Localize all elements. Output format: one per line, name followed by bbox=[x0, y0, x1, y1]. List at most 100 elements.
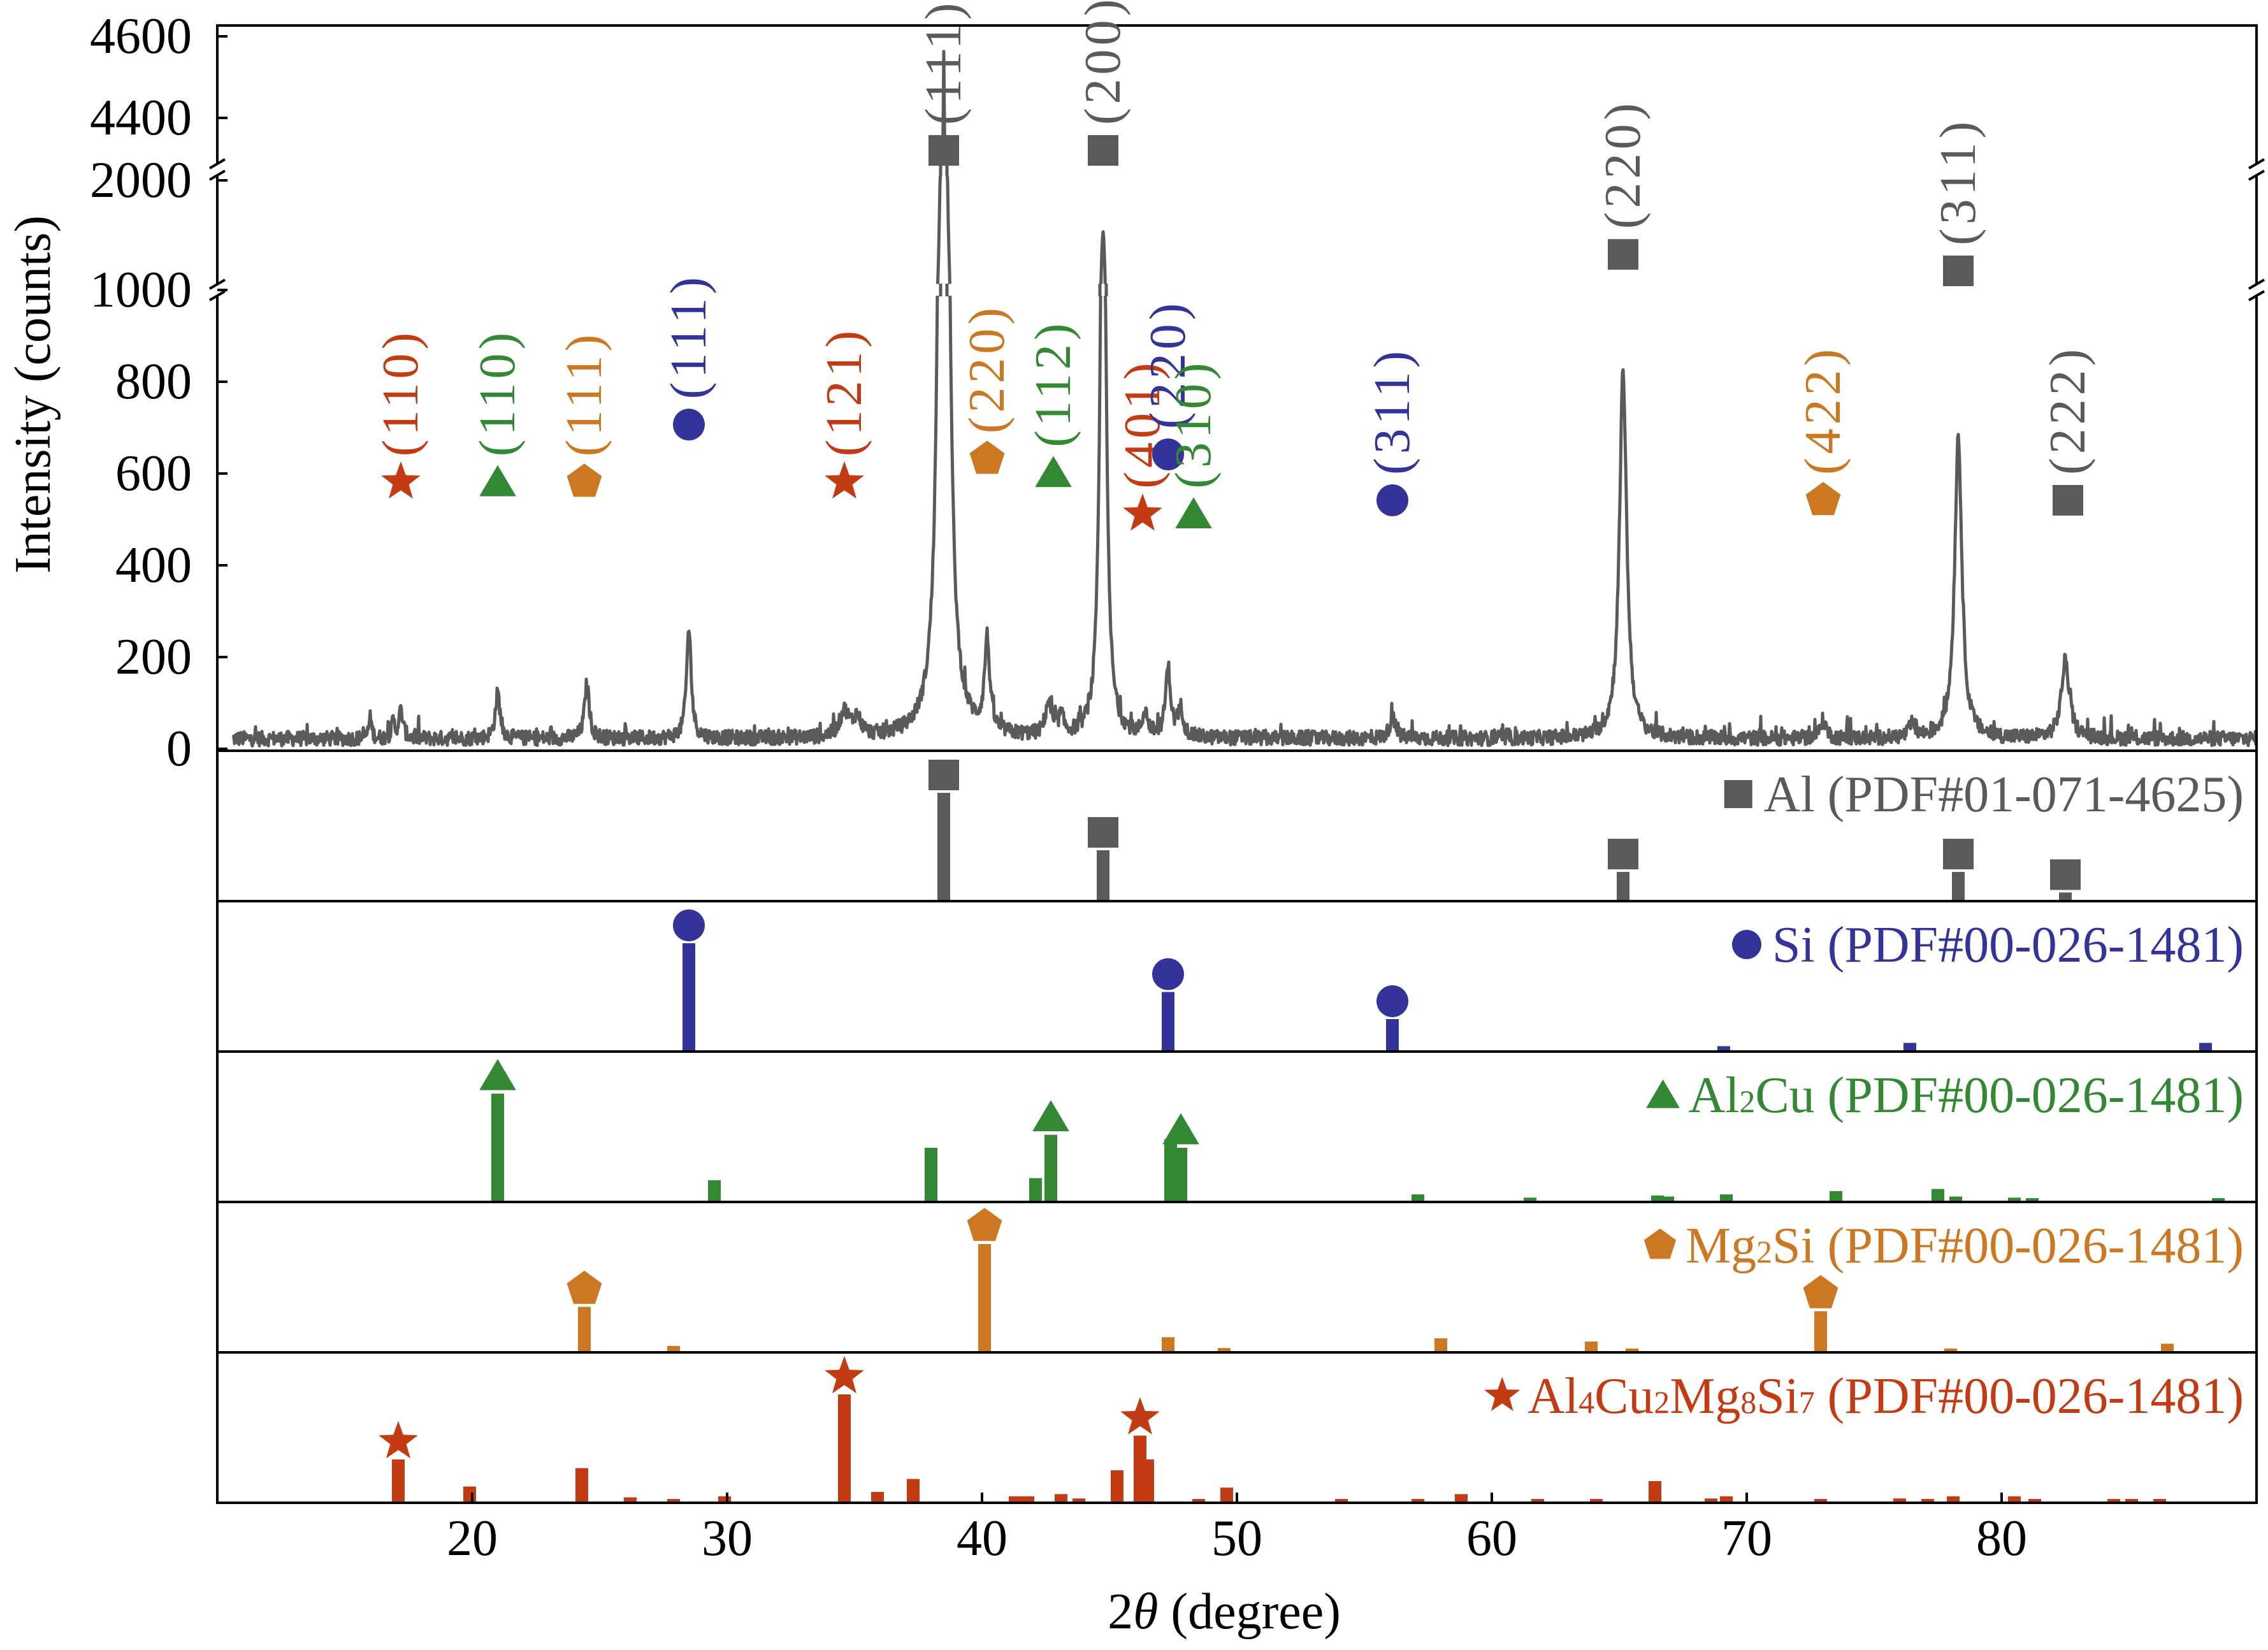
reference-line bbox=[1617, 872, 1629, 901]
reference-line bbox=[1649, 1481, 1661, 1503]
x-tick-label: 60 bbox=[1466, 1510, 1517, 1567]
label-text: (PDF#00-026-1481) bbox=[1815, 1368, 2244, 1424]
label-text: Al bbox=[1764, 767, 1828, 823]
x-tick-label: 50 bbox=[1211, 1510, 1262, 1567]
reference-line bbox=[392, 1459, 405, 1503]
reference-line bbox=[871, 1492, 884, 1503]
reference-line bbox=[1022, 1496, 1034, 1503]
reference-line bbox=[1412, 1499, 1424, 1503]
reference-line bbox=[1335, 1499, 1348, 1503]
al2cu-triangle-marker bbox=[1035, 456, 1072, 488]
reference-line bbox=[1111, 1470, 1123, 1503]
si-circle-marker bbox=[1376, 484, 1408, 516]
reference-panel-q: Al4Cu2Mg8Si7 (PDF#00-026-1481) bbox=[216, 1351, 2258, 1504]
axis-break-mask bbox=[2246, 164, 2267, 175]
hkl-label: (110) bbox=[470, 329, 526, 456]
reference-line bbox=[838, 1394, 851, 1503]
reference-line bbox=[667, 1499, 680, 1503]
hkl-label: (310) bbox=[1166, 359, 1222, 488]
label-text: Si (PDF#00-026-1481) bbox=[1772, 1218, 2244, 1274]
reference-line bbox=[1661, 1196, 1674, 1202]
reference-line bbox=[1029, 1178, 1042, 1202]
axis-break-slash bbox=[2248, 170, 2265, 181]
al2cu-triangle-marker bbox=[1032, 1100, 1069, 1132]
al-square-marker bbox=[1724, 780, 1752, 808]
si-circle-marker bbox=[1152, 438, 1184, 470]
label-subscript: 2 bbox=[1756, 1234, 1772, 1270]
hkl-label: (311) bbox=[1364, 347, 1420, 475]
al-square-marker bbox=[1943, 839, 1974, 870]
hkl-label: (220) bbox=[959, 304, 1015, 433]
axis-break-gap-1 bbox=[219, 284, 2255, 296]
reference-line bbox=[1720, 1194, 1733, 1202]
reference-line bbox=[1626, 1349, 1638, 1352]
mg2si-pentagon-marker bbox=[1805, 482, 1841, 516]
reference-line bbox=[2026, 1198, 2039, 1202]
reference-line bbox=[2008, 1198, 2021, 1202]
al-square-marker bbox=[928, 135, 959, 166]
axis-break-gap-2 bbox=[219, 164, 2255, 175]
reference-panel-si: Si (PDF#00-026-1481) bbox=[216, 900, 2258, 1053]
reference-line bbox=[1009, 1496, 1022, 1503]
reference-panel-label: Al4Cu2Mg8Si7 (PDF#00-026-1481) bbox=[1528, 1368, 2244, 1424]
label-subscript: 2 bbox=[1654, 1385, 1670, 1420]
reference-line bbox=[1055, 1494, 1067, 1503]
al-square-marker bbox=[2050, 859, 2081, 890]
reference-line bbox=[1073, 1498, 1085, 1503]
label-subscript: 8 bbox=[1740, 1385, 1756, 1420]
y-tick-label: 0 bbox=[166, 721, 192, 777]
x-axis: 20 30 40 50 60 70 80 2θ (degree) bbox=[447, 1493, 2027, 1640]
reference-line bbox=[1932, 1189, 1944, 1202]
reference-line bbox=[1220, 1487, 1233, 1503]
x-label-suffix: (degree) bbox=[1158, 1584, 1340, 1640]
reference-line bbox=[575, 1468, 588, 1503]
reference-line bbox=[1097, 850, 1109, 901]
si-circle-marker bbox=[673, 409, 705, 441]
xrd-pattern-line bbox=[231, 50, 2257, 748]
al-square-marker bbox=[1943, 256, 1974, 286]
q-star-marker bbox=[825, 461, 864, 499]
q-star-marker bbox=[379, 1421, 418, 1459]
q-star-marker bbox=[1120, 1397, 1160, 1435]
reference-line bbox=[1814, 1499, 1827, 1503]
reference-panel-al2cu: Al2Cu (PDF#00-026-1481) bbox=[216, 1050, 2258, 1203]
reference-line bbox=[1531, 1499, 1544, 1503]
reference-line bbox=[2028, 1499, 2041, 1503]
reference-panel-label: Al (PDF#01-071-4625) bbox=[1764, 767, 2244, 823]
axis-break-mask bbox=[2246, 284, 2267, 296]
axis-break-mask bbox=[207, 164, 228, 175]
reference-line bbox=[1921, 1499, 1934, 1503]
al2cu-triangle-marker bbox=[479, 1059, 516, 1090]
axis-break-slash bbox=[2248, 158, 2265, 170]
reference-line bbox=[667, 1345, 680, 1352]
x-tick-label: 80 bbox=[1976, 1510, 2027, 1567]
hkl-label: (200) bbox=[1075, 0, 1131, 125]
reference-line bbox=[1044, 1134, 1057, 1202]
label-subscript: 4 bbox=[1578, 1385, 1594, 1420]
al2cu-triangle-marker bbox=[479, 465, 516, 496]
reference-line bbox=[1949, 1196, 1962, 1202]
y-tick-label: 4600 bbox=[90, 8, 192, 64]
x-tick-label: 20 bbox=[447, 1510, 498, 1567]
reference-line bbox=[925, 1148, 937, 1202]
q-star-marker bbox=[1123, 493, 1162, 531]
reference-panel-label: Al2Cu (PDF#00-026-1481) bbox=[1689, 1067, 2244, 1124]
hkl-label: (121) bbox=[816, 327, 872, 456]
si-circle-marker bbox=[673, 909, 705, 941]
reference-line bbox=[1164, 1139, 1177, 1202]
y-tick-label: 200 bbox=[115, 629, 192, 685]
x-axis-label: 2θ (degree) bbox=[1108, 1584, 1341, 1640]
al-square-marker bbox=[1608, 239, 1638, 270]
y-tick-label: 800 bbox=[115, 354, 192, 410]
reference-line bbox=[2125, 1499, 2138, 1503]
reference-line bbox=[2199, 1043, 2212, 1052]
reference-line bbox=[1944, 1349, 1957, 1352]
y-axis-label: Intensity (counts) bbox=[5, 215, 61, 574]
reference-line bbox=[1903, 1043, 1916, 1052]
reference-line bbox=[937, 793, 950, 901]
label-text: Si bbox=[1772, 917, 1828, 973]
mg2si-pentagon-marker bbox=[1803, 1275, 1838, 1308]
x-tick-label: 70 bbox=[1721, 1510, 1772, 1567]
